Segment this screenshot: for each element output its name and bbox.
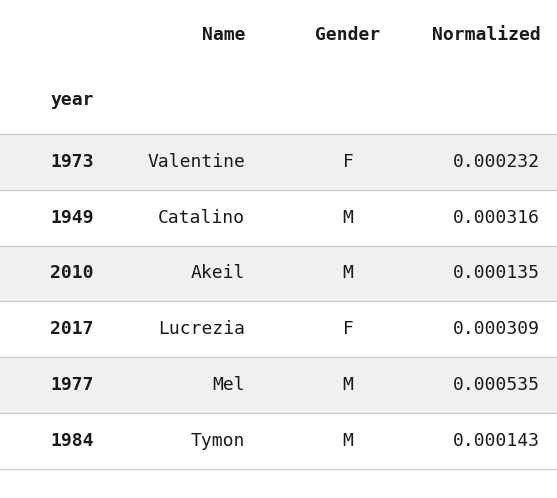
Text: F: F bbox=[343, 153, 354, 171]
Bar bbox=[0, 357, 557, 413]
Bar bbox=[0, 190, 557, 246]
Text: 0.000232: 0.000232 bbox=[453, 153, 540, 171]
Text: Akeil: Akeil bbox=[190, 264, 245, 282]
Text: Lucrezia: Lucrezia bbox=[158, 320, 245, 338]
Text: 1984: 1984 bbox=[50, 432, 94, 450]
Text: Catalino: Catalino bbox=[158, 209, 245, 227]
Bar bbox=[0, 301, 557, 357]
Text: Mel: Mel bbox=[212, 376, 245, 394]
Text: 1977: 1977 bbox=[50, 376, 94, 394]
Text: 0.000309: 0.000309 bbox=[453, 320, 540, 338]
Text: Tymon: Tymon bbox=[190, 432, 245, 450]
Text: M: M bbox=[343, 376, 354, 394]
Text: 2010: 2010 bbox=[50, 264, 94, 282]
Text: M: M bbox=[343, 264, 354, 282]
Text: F: F bbox=[343, 320, 354, 338]
Bar bbox=[0, 413, 557, 469]
Text: M: M bbox=[343, 432, 354, 450]
Text: Valentine: Valentine bbox=[147, 153, 245, 171]
Text: 1973: 1973 bbox=[50, 153, 94, 171]
Text: Name: Name bbox=[202, 26, 245, 44]
Text: Gender: Gender bbox=[315, 26, 381, 44]
Text: M: M bbox=[343, 209, 354, 227]
Text: year: year bbox=[50, 91, 94, 109]
Text: 0.000535: 0.000535 bbox=[453, 376, 540, 394]
Text: 1949: 1949 bbox=[50, 209, 94, 227]
Text: Normalized: Normalized bbox=[432, 26, 540, 44]
Text: 2017: 2017 bbox=[50, 320, 94, 338]
Text: 0.000143: 0.000143 bbox=[453, 432, 540, 450]
Text: 0.000135: 0.000135 bbox=[453, 264, 540, 282]
Bar bbox=[0, 246, 557, 301]
Text: 0.000316: 0.000316 bbox=[453, 209, 540, 227]
Bar bbox=[0, 134, 557, 190]
